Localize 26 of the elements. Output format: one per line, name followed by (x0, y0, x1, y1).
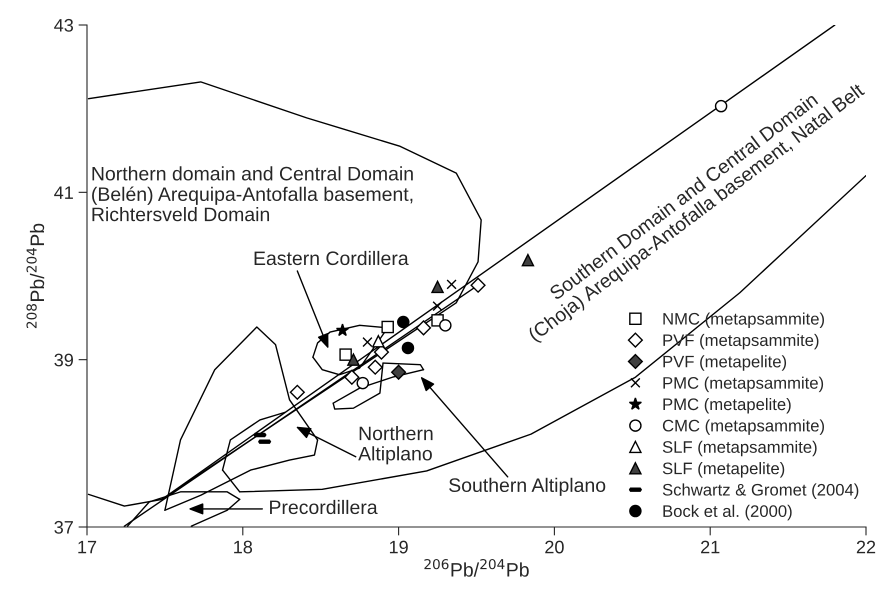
legend-label: NMC (metapsammite) (663, 312, 824, 328)
x-tick-label: 17 (78, 540, 96, 554)
legend-label: PVF (metapelite) (663, 355, 786, 371)
annotation: Northern domain and Central Domain (Belén) Arequipa-Antofalla basement, Richtersveld Domain (92, 166, 413, 222)
legend-label: PMC (metapsammite) (663, 376, 824, 392)
legend-label: Bock et al. (2000) (663, 504, 792, 520)
x-tick-label: 21 (701, 540, 720, 554)
x-tick-label: 19 (390, 540, 408, 554)
x-tick-label: 22 (856, 540, 876, 554)
legend-label: SLF (metapelite) (662, 462, 784, 478)
x-axis-title: $^{206}$Pb/$^{204}$Pb (424, 558, 529, 577)
y-axis-title: $^{208}$Pb/$^{204}$Pb (26, 224, 44, 328)
annotation: Precordillera (270, 500, 378, 514)
annotation: Southern Altiplano (449, 478, 606, 496)
y-tick-label: 39 (54, 354, 73, 366)
annotation: Northern Altiplano (358, 426, 432, 464)
legend-label: PMC (metapelite) (663, 398, 791, 414)
legend-label: SLF (metapsammite) (662, 440, 817, 456)
y-tick-label: 43 (54, 18, 74, 32)
x-tick-label: 20 (545, 540, 564, 554)
y-tick-label: 37 (54, 520, 73, 534)
x-tick-label: 18 (234, 540, 252, 554)
legend-label: CMC (metapsammite) (662, 419, 824, 435)
legend-label: Schwartz & Gromet (2004) (662, 483, 858, 499)
annotation: Eastern Cordillera (254, 250, 409, 266)
y-tick-label: 41 (54, 186, 73, 199)
